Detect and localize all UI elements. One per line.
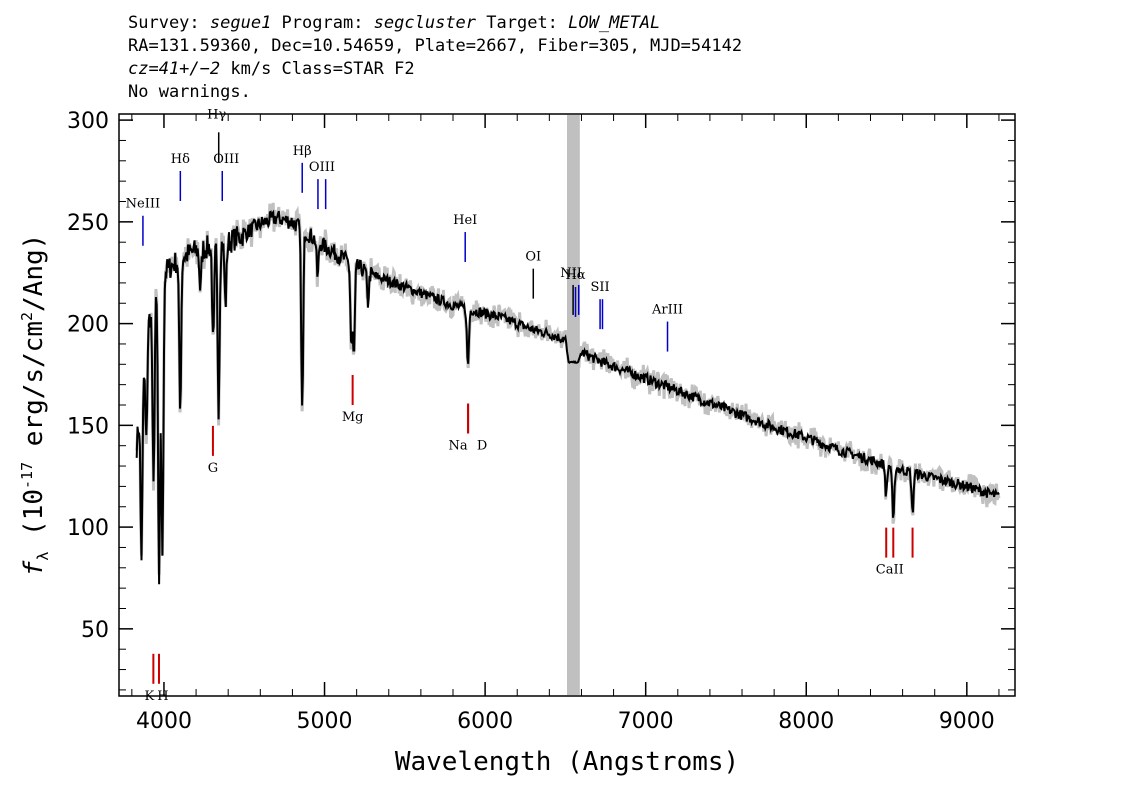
flux-line [135,209,1000,585]
emission-line-label: OIII [213,152,239,167]
survey-label: Survey: [128,13,210,33]
spectrum-header: Survey: segue1 Program: segcluster Targe… [128,12,742,104]
survey-value: segue1 [209,13,272,33]
y-tick-label: 100 [67,516,109,541]
class-value: km/s Class=STAR F2 [220,59,415,79]
program-value: segcluster [373,13,477,33]
x-tick-label: 9000 [939,709,995,734]
absorption-line-label: Na [449,438,468,453]
redshift-value: cz=41+/−2 [128,59,221,79]
warnings-line: No warnings. [128,82,251,102]
absorption-line-label: H [157,689,168,704]
absorption-line-label: G [208,461,218,476]
x-axis-title: Wavelength (Angstroms) [395,747,739,777]
redshift-line: cz=41+/−2 km/s Class=STAR F2 [128,58,742,81]
y-tick-label: 200 [67,313,109,338]
absorption-line-label: D [477,438,487,453]
y-tick-label: 300 [67,109,109,134]
target-label: Target: [476,13,569,33]
survey-line: Survey: segue1 Program: segcluster Targe… [128,12,742,35]
x-tick-label: 8000 [778,709,834,734]
y-tick-label: 250 [67,211,109,236]
emission-line-label: ArIII [651,303,683,318]
program-label: Program: [271,13,374,33]
emission-line-label: OIII [309,160,335,175]
emission-line-label: OI [525,250,541,265]
emission-line-label: Hβ [293,144,312,159]
emission-line-label: Hα [565,268,585,283]
emission-line-label: NII [560,266,582,281]
y-axis-title: fλ (10-17 erg/s/cm2/Ang) [18,234,52,577]
x-tick-label: 7000 [618,709,674,734]
x-tick-label: 4000 [136,709,192,734]
absorption-line-label: Mg [342,410,364,425]
emission-line-label: NeIII [126,197,160,212]
x-tick-label: 5000 [297,709,353,734]
emission-line-label: Hδ [171,152,190,167]
absorption-line-label: CaII [876,563,904,578]
emission-line-label: HeI [453,213,477,228]
emission-line-label: SII [590,280,609,295]
y-tick-label: 150 [67,414,109,439]
emission-line-label: Hγ [207,107,226,122]
coordinates-line: RA=131.59360, Dec=10.54659, Plate=2667, … [128,36,743,56]
x-tick-label: 6000 [457,709,513,734]
masked-region [567,115,580,695]
absorption-line-label: K [145,689,155,704]
target-value: LOW_METAL [568,13,661,33]
y-tick-label: 50 [81,618,109,643]
